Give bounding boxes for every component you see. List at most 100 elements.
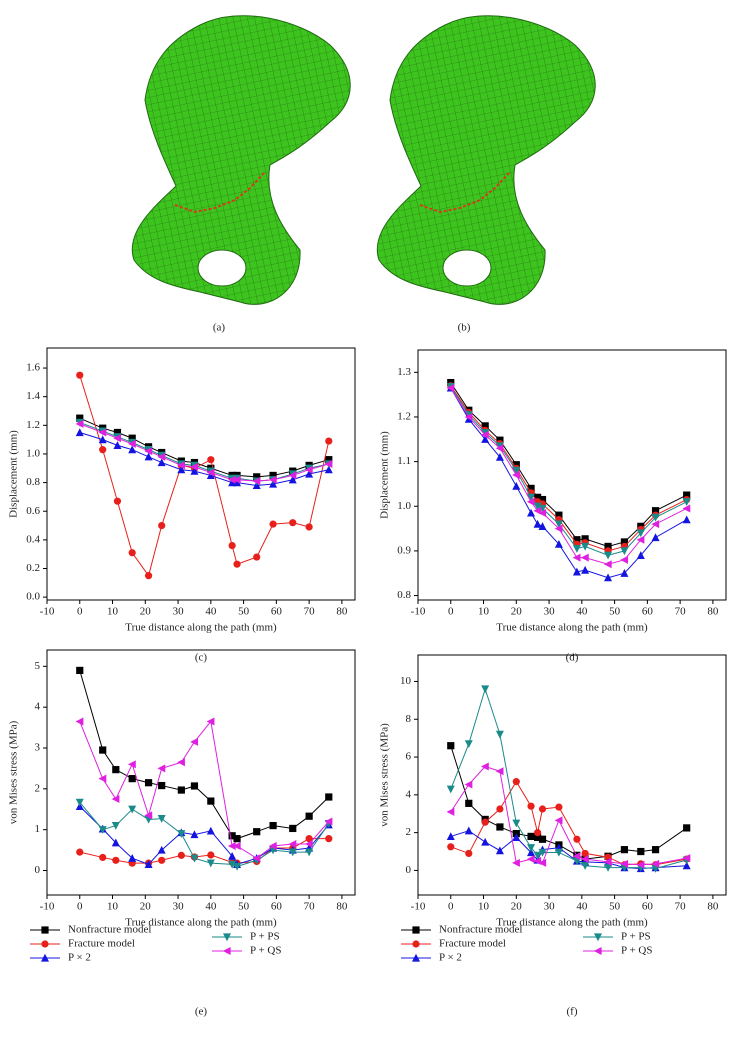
y-axis-label: von Mises stress (MPa) bbox=[8, 720, 20, 824]
marker bbox=[572, 852, 581, 861]
marker bbox=[304, 839, 313, 848]
marker bbox=[636, 535, 645, 544]
marker bbox=[447, 843, 455, 851]
marker bbox=[636, 529, 645, 538]
marker bbox=[253, 473, 261, 481]
marker bbox=[324, 465, 333, 474]
legend-marker bbox=[412, 926, 420, 934]
marker bbox=[325, 835, 333, 843]
marker bbox=[495, 767, 504, 776]
marker bbox=[581, 849, 589, 858]
marker bbox=[581, 542, 590, 551]
series-line bbox=[450, 386, 687, 556]
x-tick-label: 60 bbox=[271, 901, 283, 913]
marker bbox=[512, 466, 521, 475]
caption: (a) bbox=[213, 322, 226, 334]
x-axis-label: True distance along the path (mm) bbox=[496, 622, 648, 634]
x-tick-label: 80 bbox=[336, 606, 348, 618]
marker bbox=[325, 793, 333, 801]
marker bbox=[177, 786, 185, 794]
marker bbox=[572, 553, 581, 562]
x-tick-label: 80 bbox=[707, 606, 719, 618]
series-line bbox=[450, 830, 687, 870]
marker bbox=[144, 811, 153, 820]
marker bbox=[538, 805, 547, 813]
x-tick-label: -10 bbox=[40, 606, 55, 618]
marker bbox=[128, 854, 137, 862]
marker bbox=[190, 854, 199, 863]
y-axis-label: Displacement (mm) bbox=[379, 431, 391, 519]
x-tick-label: 40 bbox=[205, 606, 217, 618]
marker bbox=[527, 493, 536, 502]
marker bbox=[111, 795, 120, 804]
marker bbox=[288, 848, 297, 857]
legend-label: Fracture model bbox=[68, 938, 135, 950]
marker bbox=[533, 493, 542, 501]
x-tick-label: 0 bbox=[448, 606, 454, 618]
x-tick-label: 20 bbox=[511, 606, 523, 618]
marker bbox=[604, 573, 613, 582]
marker bbox=[289, 519, 297, 527]
marker bbox=[228, 860, 237, 869]
marker bbox=[555, 803, 563, 811]
marker bbox=[682, 861, 691, 870]
caption: (e) bbox=[195, 1006, 208, 1018]
legend-marker bbox=[594, 933, 602, 942]
marker bbox=[683, 491, 691, 499]
marker bbox=[157, 845, 166, 854]
marker bbox=[604, 863, 613, 872]
marker bbox=[538, 848, 547, 857]
marker bbox=[554, 816, 563, 825]
marker bbox=[144, 452, 153, 461]
marker bbox=[113, 428, 122, 437]
marker bbox=[158, 781, 166, 790]
marker bbox=[446, 785, 455, 794]
plot-frame bbox=[46, 649, 356, 896]
marker bbox=[206, 717, 215, 726]
marker bbox=[233, 835, 241, 843]
marker bbox=[465, 849, 473, 858]
x-tick-label: 30 bbox=[173, 606, 185, 618]
x-tick-label: 10 bbox=[107, 606, 119, 618]
legend-label: Fracture model bbox=[439, 938, 506, 950]
marker bbox=[533, 502, 542, 511]
x-tick-label: 70 bbox=[304, 606, 316, 618]
y-tick-label: 6 bbox=[406, 751, 412, 763]
marker bbox=[128, 434, 136, 442]
marker bbox=[555, 511, 563, 519]
marker bbox=[637, 847, 645, 856]
y-axis-label: Displacement (mm) bbox=[8, 430, 20, 518]
marker bbox=[76, 414, 84, 422]
y-tick-label: 5 bbox=[35, 660, 41, 672]
x-tick-label: 50 bbox=[238, 606, 250, 618]
x-tick-label: 30 bbox=[173, 901, 185, 913]
marker bbox=[580, 855, 589, 864]
series-line bbox=[79, 670, 330, 840]
x-tick-label: 70 bbox=[675, 901, 687, 913]
marker bbox=[289, 824, 297, 833]
marker bbox=[177, 465, 186, 474]
y-tick-label: 0.8 bbox=[26, 476, 40, 488]
marker bbox=[682, 504, 691, 513]
x-tick-label: 60 bbox=[271, 606, 283, 618]
marker bbox=[581, 535, 589, 543]
x-tick-label: 20 bbox=[511, 901, 523, 913]
series-line bbox=[79, 431, 329, 486]
marker bbox=[190, 466, 199, 475]
marker bbox=[98, 428, 107, 437]
legend-label: P × 2 bbox=[439, 952, 462, 964]
marker bbox=[98, 774, 107, 783]
marker bbox=[269, 520, 277, 528]
marker bbox=[554, 520, 563, 529]
y-tick-label: 0 bbox=[406, 864, 412, 876]
marker bbox=[554, 524, 563, 533]
x-tick-label: 20 bbox=[140, 606, 152, 618]
y-tick-label: 0.6 bbox=[26, 505, 40, 517]
marker bbox=[538, 835, 547, 843]
marker bbox=[113, 434, 122, 443]
legend-marker bbox=[41, 926, 49, 934]
marker bbox=[512, 819, 521, 828]
marker bbox=[538, 508, 547, 517]
marker bbox=[288, 475, 297, 484]
marker bbox=[464, 780, 473, 789]
